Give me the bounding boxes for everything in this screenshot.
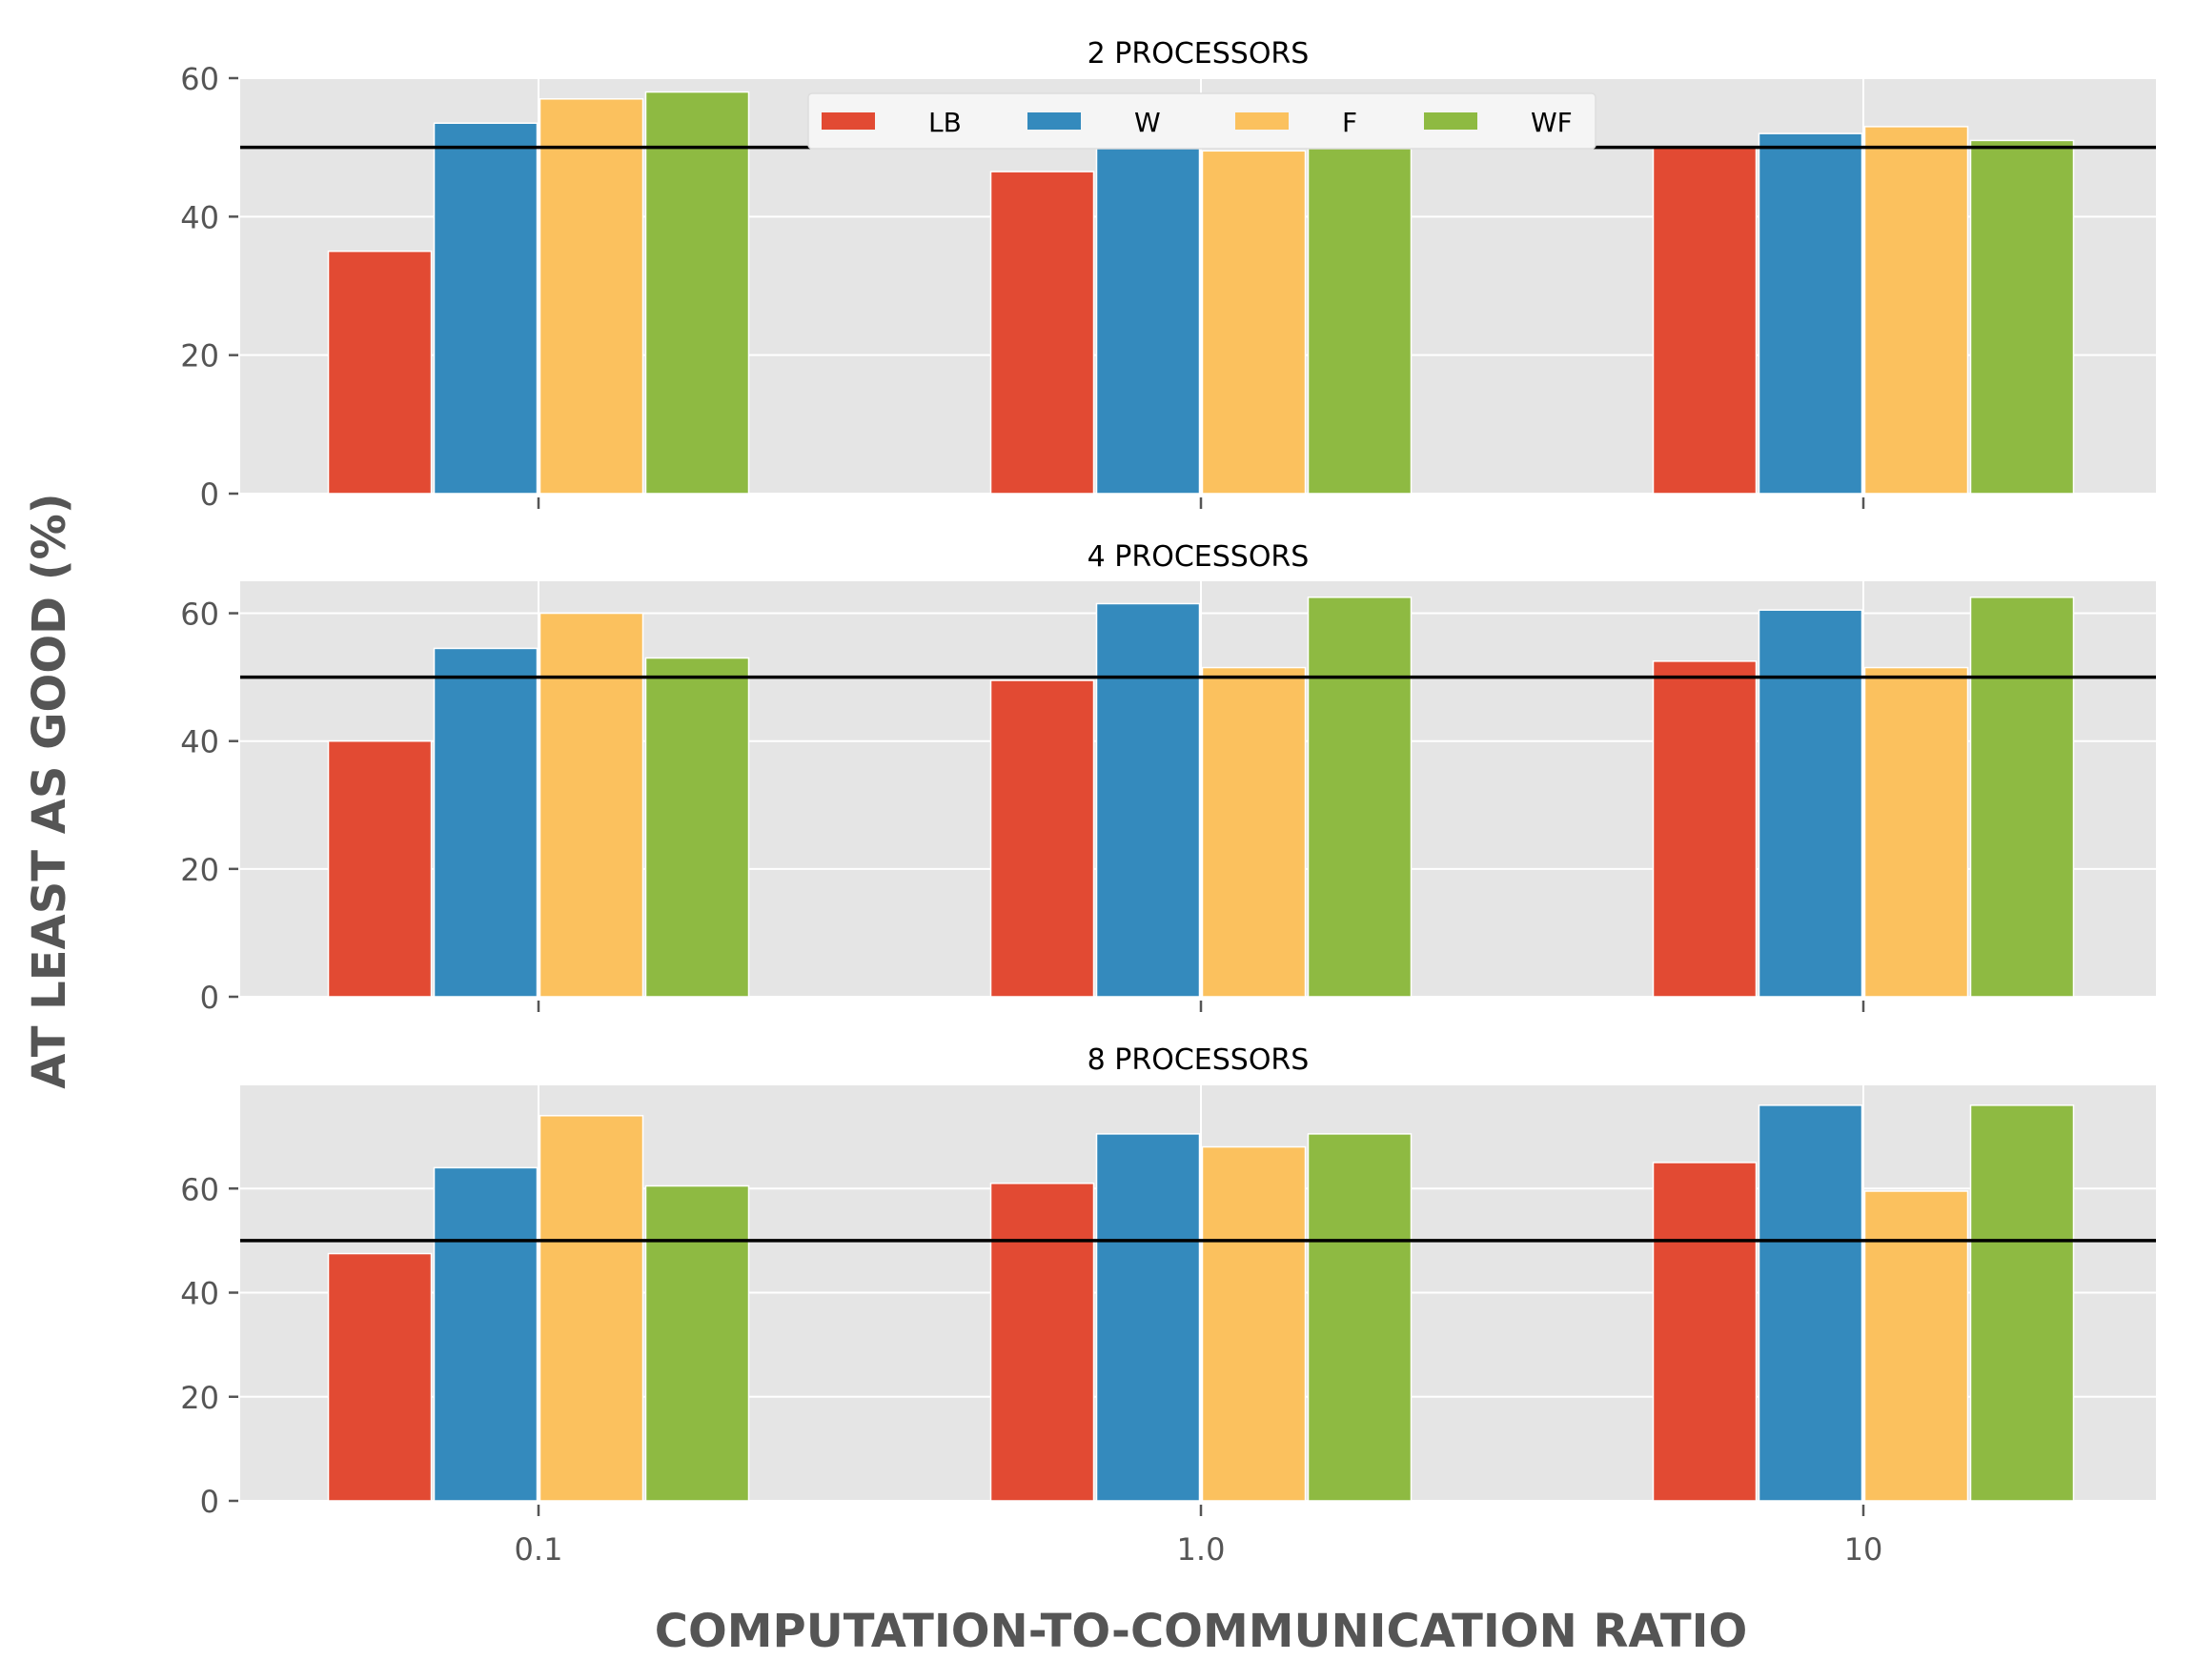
bar-f-1.0 bbox=[1201, 1145, 1307, 1502]
bar-f-10 bbox=[1863, 666, 1969, 998]
y-axis-label: AT LEAST AS GOOD (%) bbox=[23, 493, 76, 1088]
x-tick-label: 10 bbox=[1844, 1531, 1883, 1568]
legend-box bbox=[807, 92, 1596, 150]
x-tick-label: 1.0 bbox=[1177, 1531, 1226, 1568]
bar-lb-10 bbox=[1652, 660, 1758, 998]
bar-f-0.1 bbox=[539, 1115, 644, 1502]
bar-w-1.0 bbox=[1095, 602, 1201, 998]
bar-wf-1.0 bbox=[1307, 132, 1413, 495]
panel-title: 2 PROCESSORS bbox=[1088, 37, 1310, 71]
bar-lb-1.0 bbox=[989, 679, 1095, 998]
y-tick-label: 40 bbox=[180, 199, 219, 235]
bar-wf-1.0 bbox=[1307, 597, 1413, 998]
legend-label-lb: LB bbox=[928, 107, 962, 138]
legend-swatch-w bbox=[1027, 112, 1081, 130]
y-tick-label: 0 bbox=[200, 980, 219, 1016]
bar-f-0.1 bbox=[539, 98, 644, 495]
legend-swatch-lb bbox=[822, 112, 875, 130]
y-tick-label: 60 bbox=[180, 61, 219, 97]
bar-w-1.0 bbox=[1095, 1133, 1201, 1502]
panel-title: 4 PROCESSORS bbox=[1088, 540, 1310, 574]
bar-lb-10 bbox=[1652, 146, 1758, 495]
legend-label-wf: WF bbox=[1531, 107, 1573, 138]
panel-3: 0 20 40 60 0.1 1.0 10 8 PROCESSORS bbox=[180, 1043, 2156, 1568]
bar-lb-1.0 bbox=[989, 1183, 1095, 1502]
bar-w-10 bbox=[1758, 609, 1863, 998]
y-tick-label: 40 bbox=[180, 1276, 219, 1312]
panels-layer: 0 20 40 60 2 PROCESSORS 0 20 40 60 4 PROCESSORS 0 2… bbox=[180, 37, 2156, 1568]
legend-swatch-f bbox=[1235, 112, 1289, 130]
bar-f-10 bbox=[1863, 1190, 1969, 1502]
y-tick-label: 20 bbox=[180, 1380, 219, 1416]
legend-swatch-wf bbox=[1424, 112, 1477, 130]
bar-wf-1.0 bbox=[1307, 1133, 1413, 1502]
y-tick-label: 60 bbox=[180, 1171, 219, 1207]
bar-wf-10 bbox=[1969, 1104, 2075, 1502]
bar-w-0.1 bbox=[433, 1166, 539, 1502]
bar-w-10 bbox=[1758, 132, 1863, 495]
bar-wf-0.1 bbox=[644, 657, 750, 998]
y-tick-label: 0 bbox=[200, 1484, 219, 1520]
x-axis-label: COMPUTATION-TO-COMMUNICATION RATIO bbox=[655, 1605, 1748, 1658]
bar-f-10 bbox=[1863, 126, 1969, 495]
bar-f-0.1 bbox=[539, 612, 644, 998]
panel-2: 0 20 40 60 4 PROCESSORS bbox=[180, 540, 2156, 1016]
legend: LB W F WF bbox=[807, 92, 1596, 150]
bar-f-1.0 bbox=[1201, 666, 1307, 998]
bar-lb-10 bbox=[1652, 1162, 1758, 1502]
legend-label-w: W bbox=[1134, 107, 1161, 138]
bar-lb-0.1 bbox=[327, 250, 433, 495]
bar-wf-0.1 bbox=[644, 91, 750, 495]
bar-w-0.1 bbox=[433, 122, 539, 495]
bar-w-1.0 bbox=[1095, 139, 1201, 495]
bar-lb-0.1 bbox=[327, 739, 433, 998]
bar-wf-10 bbox=[1969, 597, 2075, 998]
y-tick-label: 40 bbox=[180, 724, 219, 760]
bar-f-1.0 bbox=[1201, 150, 1307, 495]
bar-lb-1.0 bbox=[989, 171, 1095, 495]
y-tick-label: 0 bbox=[200, 476, 219, 513]
bar-wf-10 bbox=[1969, 139, 2075, 495]
y-tick-label: 20 bbox=[180, 852, 219, 888]
bar-w-10 bbox=[1758, 1104, 1863, 1502]
y-tick-label: 60 bbox=[180, 597, 219, 633]
bar-lb-0.1 bbox=[327, 1252, 433, 1502]
bar-wf-0.1 bbox=[644, 1184, 750, 1502]
legend-label-f: F bbox=[1342, 107, 1357, 138]
panel-title: 8 PROCESSORS bbox=[1088, 1043, 1310, 1077]
x-tick-label: 0.1 bbox=[515, 1531, 563, 1568]
y-tick-label: 20 bbox=[180, 338, 219, 374]
bar-w-0.1 bbox=[433, 647, 539, 998]
